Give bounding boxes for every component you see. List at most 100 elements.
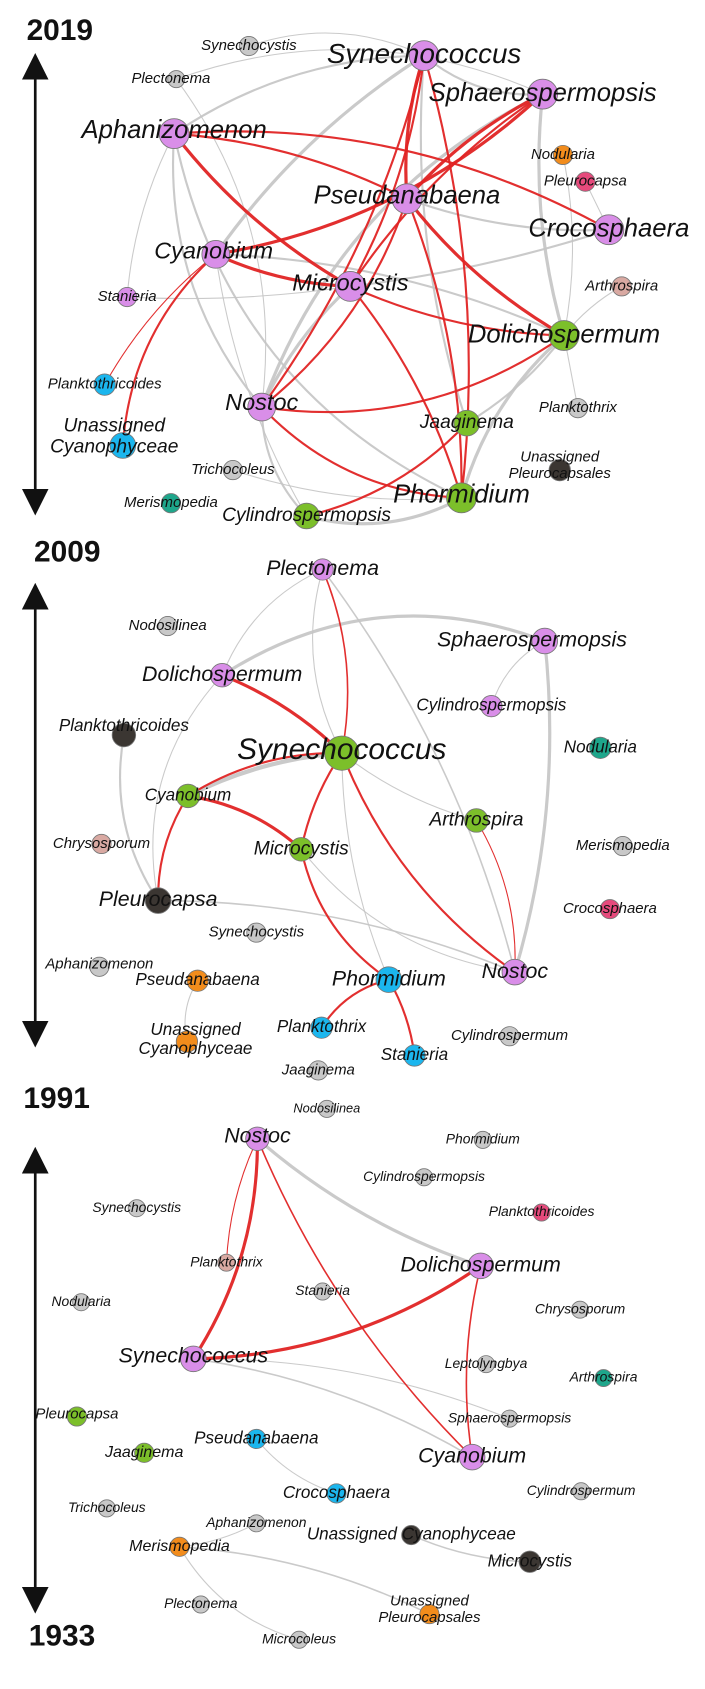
node-label: Cylindrospermum [527, 1482, 636, 1498]
node [375, 966, 403, 993]
node-label: Planktothricoides [48, 376, 162, 393]
node-label: Nodularia [531, 146, 595, 163]
node [157, 616, 178, 637]
node-label: Jaaginema [281, 1061, 355, 1078]
edge [260, 285, 352, 408]
year-label: 1991 [23, 1082, 89, 1115]
node [419, 1604, 440, 1625]
edge [221, 568, 323, 676]
node-label: Phormidium [446, 1131, 520, 1147]
edge [248, 32, 425, 57]
node [134, 1442, 155, 1463]
label-line: Cyanophyceae [50, 437, 178, 458]
label-line: Cyanophyceae [139, 1038, 253, 1057]
node-label: Aphanizomenon [205, 1514, 307, 1530]
edge [121, 253, 217, 446]
node-label: Sphaerospermopsis [448, 1409, 571, 1425]
node [175, 1030, 199, 1053]
node [117, 287, 138, 308]
edge [405, 197, 565, 337]
edge [349, 285, 565, 337]
node [91, 833, 112, 855]
node-label: Merismopedia [576, 837, 670, 854]
node-label: Aphanizomenon [44, 956, 153, 973]
node [93, 373, 116, 396]
node-label: Unassigned Cyanophyceae [50, 415, 178, 457]
node-label: Synechococcus [119, 1343, 269, 1367]
node [501, 958, 529, 986]
edge [193, 1358, 473, 1458]
node-label: Plectonema [131, 70, 210, 87]
node-label: Jaaginema [104, 1443, 183, 1461]
edge [157, 795, 189, 901]
node [290, 1630, 309, 1649]
edge [119, 734, 159, 902]
node-label: Synechococcus [327, 38, 522, 69]
edge [300, 849, 390, 981]
node-label: Planktothrix [190, 1253, 264, 1269]
node-label: Microcystis [488, 1551, 573, 1570]
node [201, 240, 231, 269]
node-label: Crocosphaera [283, 1483, 390, 1502]
edge [232, 469, 462, 501]
node [175, 783, 201, 809]
node-label: Microcystis [254, 838, 349, 859]
node [446, 482, 477, 514]
node-label: Nostoc [224, 1123, 291, 1147]
edge [537, 93, 566, 336]
node-label: Pleurocapsa [35, 1405, 118, 1422]
node [324, 735, 360, 771]
edge [419, 55, 468, 424]
node-label: Nodosilinea [129, 617, 207, 634]
node-label: Cyanobium [145, 785, 231, 804]
edge [193, 1264, 482, 1361]
edge [261, 198, 408, 408]
node-label: Planktothrix [277, 1017, 368, 1036]
node [109, 432, 137, 459]
node [464, 808, 489, 833]
edge [171, 133, 263, 408]
node-label: Plectonema [164, 1595, 238, 1611]
node [531, 627, 559, 655]
node-label: Nostoc [225, 389, 298, 415]
node [317, 1099, 336, 1118]
edge [173, 54, 425, 135]
node-label: Phormidium [332, 966, 446, 990]
node [293, 502, 320, 530]
edge [152, 674, 223, 901]
node [186, 969, 209, 992]
edge [405, 198, 463, 498]
node [408, 40, 440, 72]
node [548, 458, 571, 482]
edge [306, 496, 463, 526]
node [180, 1345, 207, 1373]
node-label: Dolichospermum [142, 662, 302, 686]
node [548, 320, 580, 351]
node [66, 1406, 87, 1427]
node-label: Dolichospermum [468, 320, 660, 348]
node [310, 1016, 333, 1039]
node [532, 1203, 551, 1222]
edge [193, 1358, 510, 1420]
node [111, 722, 137, 748]
node-label: Microcoleus [262, 1630, 336, 1646]
label-line: Unassigned [64, 415, 167, 436]
node-label: Trichocoleus [68, 1499, 146, 1515]
node [127, 1199, 146, 1218]
year-label: 1933 [29, 1620, 95, 1653]
node-label: Cylindrospermopsis [222, 505, 391, 526]
node [89, 956, 110, 977]
node [210, 663, 235, 688]
node [567, 398, 588, 419]
node [477, 1355, 495, 1374]
node-label: Sphaerospermopsis [437, 628, 627, 652]
node-label: Aphanizomenon [80, 116, 267, 144]
edge [215, 253, 565, 337]
edge [176, 49, 543, 95]
edge [172, 132, 352, 288]
node [401, 1525, 422, 1546]
node [311, 558, 334, 581]
edge [187, 751, 342, 798]
edge [341, 752, 477, 821]
